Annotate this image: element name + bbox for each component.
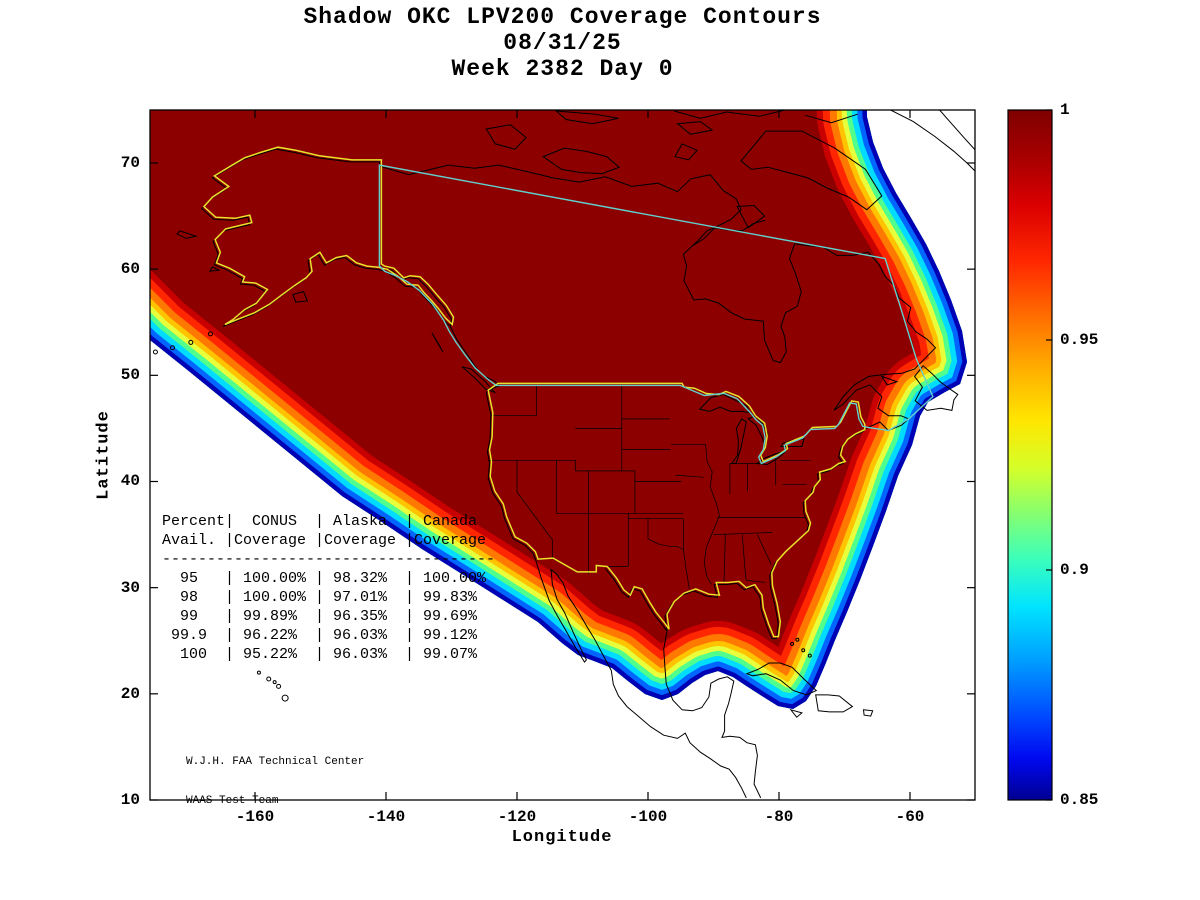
alaska-boundary <box>202 146 455 327</box>
y-tick-label: 30 <box>120 578 140 597</box>
canada-boundary <box>378 164 934 465</box>
plot-title-line3: Week 2382 Day 0 <box>451 56 674 82</box>
plot-title-line1: Shadow OKC LPV200 Coverage Contours <box>303 4 822 30</box>
credit-line2: WAAS Test Team <box>186 795 279 807</box>
colorbar-tick-label: 0.9 <box>1060 561 1089 579</box>
coverage-table-header: Percent| CONUS | Alaska | Canada <box>162 513 496 530</box>
tick-marks <box>150 110 975 801</box>
x-tick-label: -120 <box>497 808 537 826</box>
coverage-table: Percent| CONUS | Alaska | Canada Avail. … <box>162 512 495 664</box>
map-area <box>150 110 975 799</box>
coverage-table-row: 99 | 99.89% | 96.35% | 99.69% <box>162 608 496 625</box>
y-tick-label: 50 <box>120 366 140 385</box>
y-tick-label: 40 <box>120 472 140 491</box>
contour-band <box>150 110 967 709</box>
y-axis-label: Latitude <box>94 410 114 500</box>
credit-line1: W.J.H. FAA Technical Center <box>186 756 365 768</box>
y-tick-label: 20 <box>120 684 140 703</box>
coverage-table-separator: ------------------------------------- <box>162 551 496 568</box>
coverage-table-row: 99.9 | 96.22% | 96.03% | 99.12% <box>162 627 496 644</box>
plot-title-line2: 08/31/25 <box>503 30 622 56</box>
x-tick-label: -80 <box>764 808 794 826</box>
x-tick-label: -60 <box>895 808 925 826</box>
colorbar-tick-label: 1 <box>1060 101 1070 119</box>
y-tick-label: 60 <box>120 260 140 279</box>
colorbar-tick-label: 0.85 <box>1060 791 1099 809</box>
credit: W.J.H. FAA Technical Center WAAS Test Te… <box>186 730 364 834</box>
coverage-table-row: 98 | 100.00% | 97.01% | 99.83% <box>162 589 496 606</box>
coverage-table-row: 95 | 100.00% | 98.32% | 100.00% <box>162 570 496 587</box>
coverage-table-header: Avail. |Coverage |Coverage |Coverage <box>162 532 496 549</box>
x-tick-label: -100 <box>628 808 668 826</box>
axes-box <box>149 109 976 801</box>
colorbar-tick-label: 0.95 <box>1060 331 1099 349</box>
y-tick-label: 70 <box>120 153 140 172</box>
x-tick-label: -160 <box>235 808 275 826</box>
coastlines <box>152 110 975 799</box>
colorbar <box>1007 109 1053 801</box>
x-axis-label: Longitude <box>511 828 613 847</box>
coverage-contours <box>150 110 967 709</box>
y-tick-label: 10 <box>120 791 140 809</box>
coverage-table-row: 100 | 95.22% | 96.03% | 99.07% <box>162 646 496 663</box>
x-tick-label: -140 <box>366 808 406 826</box>
